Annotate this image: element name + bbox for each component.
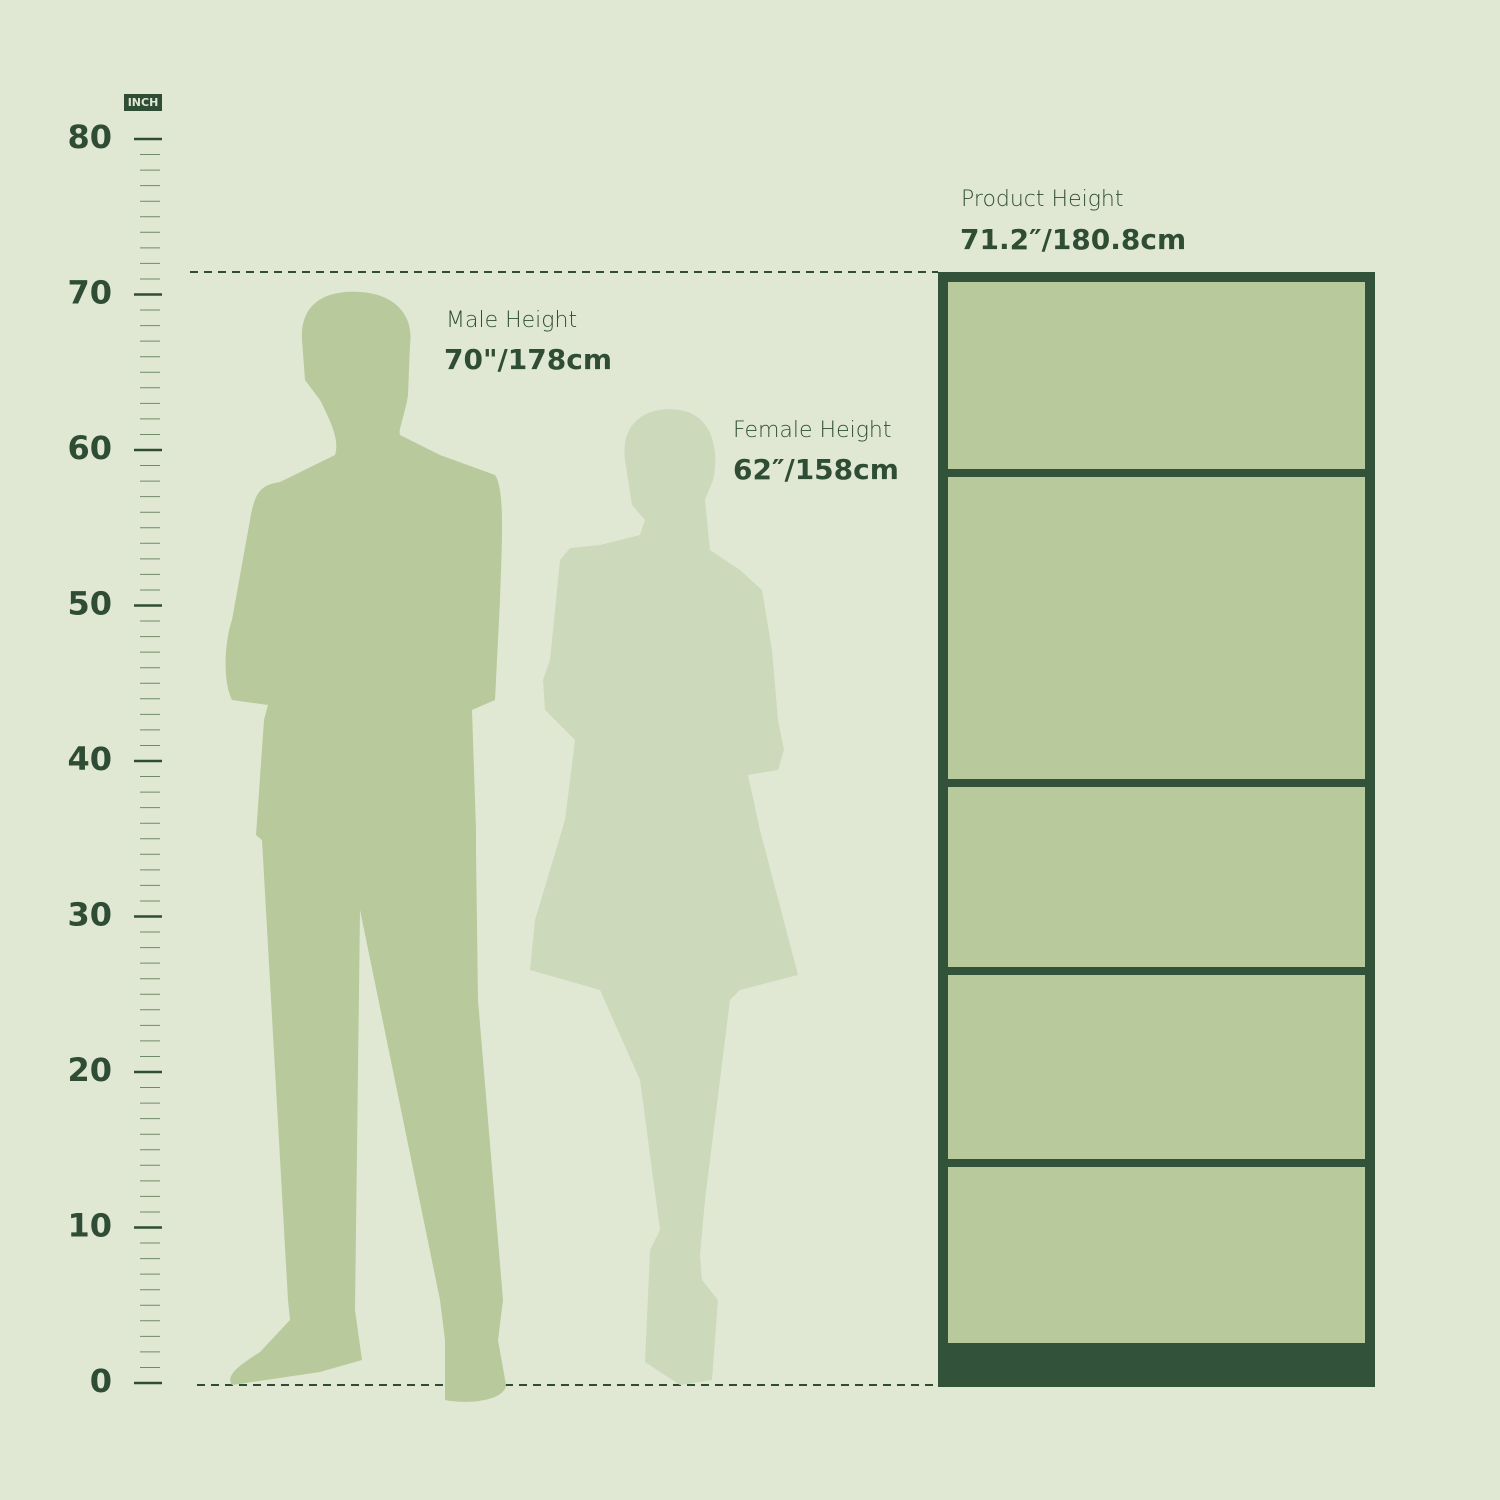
label-title: Male Height bbox=[446, 308, 577, 333]
label-title: Female Height bbox=[733, 418, 892, 443]
tick-label: 50 bbox=[67, 585, 112, 623]
tick-label: 70 bbox=[67, 274, 112, 312]
unit-badge bbox=[124, 94, 162, 111]
male-silhouette bbox=[225, 291, 506, 1402]
label-value: 62″/158cm bbox=[733, 453, 899, 486]
label-value: 70"/178cm bbox=[444, 343, 612, 376]
label-value: 71.2″/180.8cm bbox=[960, 223, 1186, 256]
tick-label: 80 bbox=[67, 118, 112, 156]
tick-label: 30 bbox=[67, 896, 112, 934]
tick-label: 20 bbox=[67, 1051, 112, 1089]
label-title: Product Height bbox=[961, 187, 1124, 212]
tick-label: 40 bbox=[67, 740, 112, 778]
unit-label: INCH bbox=[128, 96, 159, 109]
female-silhouette bbox=[530, 409, 798, 1386]
tick-label: 10 bbox=[67, 1207, 112, 1245]
tick-label: 60 bbox=[67, 429, 112, 467]
tick-label: 0 bbox=[90, 1362, 112, 1400]
product-shelf bbox=[938, 272, 1375, 1387]
